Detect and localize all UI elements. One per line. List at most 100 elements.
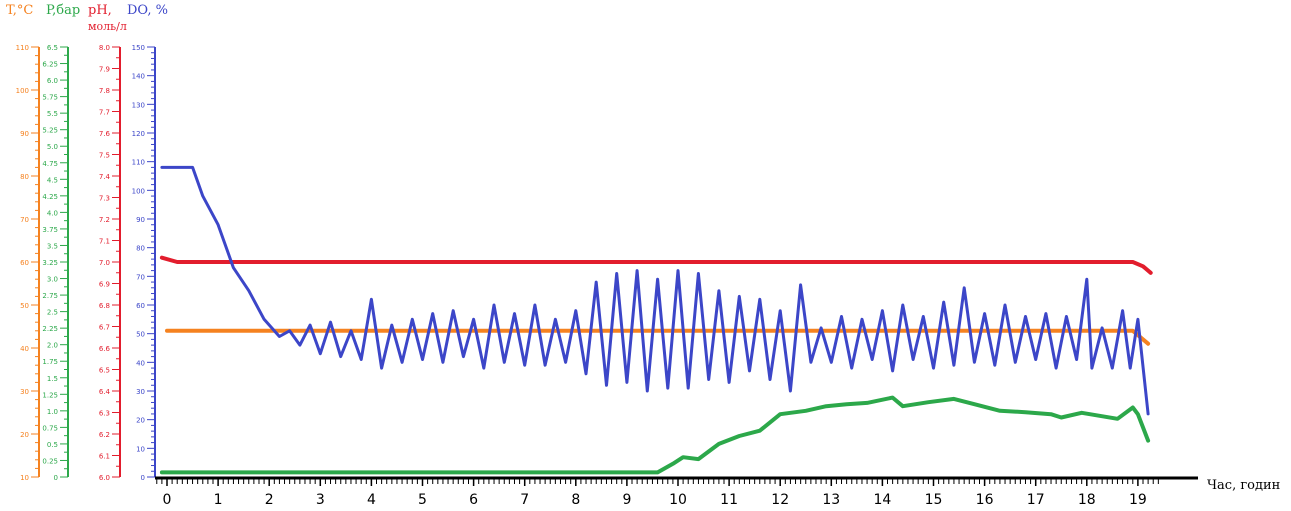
pressure-axis-title: P,бар — [46, 3, 81, 18]
ph-tick-label: 7.3 — [99, 195, 110, 203]
ph-tick-label: 7.7 — [99, 109, 110, 117]
dissolved_oxygen-tick-label: 10 — [136, 445, 145, 453]
dissolved_oxygen-tick-label: 40 — [136, 359, 145, 367]
x-tick-label: 11 — [720, 492, 738, 508]
pressure-tick-label: 6.5 — [47, 44, 58, 52]
x-tick-label: 6 — [469, 492, 478, 508]
pressure-tick-label: 4.0 — [47, 209, 58, 217]
ph-tick-label: 6.9 — [99, 281, 110, 289]
x-tick-label: 1 — [214, 492, 223, 508]
temperature-tick-label: 80 — [20, 173, 29, 181]
x-tick-label: 15 — [925, 492, 943, 508]
pressure-tick-label: 2.25 — [42, 325, 58, 333]
x-tick-label: 10 — [669, 492, 687, 508]
ph-axis-title: pH, — [88, 3, 112, 18]
x-tick-label: 14 — [873, 492, 891, 508]
ph-tick-label: 6.0 — [99, 474, 110, 482]
pressure-tick-label: 6.0 — [47, 77, 58, 85]
temperature-tick-label: 70 — [20, 216, 29, 224]
dissolved_oxygen-tick-label: 90 — [136, 216, 145, 224]
pressure-tick-label: 3.0 — [47, 276, 58, 284]
pressure-tick-label: 2.5 — [47, 309, 58, 317]
pressure-tick-label: 1.25 — [42, 391, 58, 399]
ph-tick-label: 7.6 — [99, 130, 111, 138]
x-axis-title: Час, годин — [1207, 478, 1280, 493]
x-tick-label: 8 — [571, 492, 580, 508]
x-tick-label: 16 — [976, 492, 994, 508]
ph-tick-label: 7.1 — [99, 238, 110, 246]
pressure-tick-label: 1.0 — [47, 408, 58, 416]
dissolved_oxygen-series-line — [160, 165, 1150, 416]
pressure-tick-label: 1.75 — [42, 358, 58, 366]
x-tick-label: 17 — [1027, 492, 1045, 508]
dissolved_oxygen-tick-label: 0 — [141, 474, 145, 482]
ph-series-line — [159, 255, 1153, 275]
pressure-tick-label: 3.75 — [42, 226, 58, 234]
ph-tick-label: 7.4 — [99, 173, 111, 181]
dissolved_oxygen-tick-label: 120 — [132, 130, 145, 138]
x-tick-label: 7 — [520, 492, 529, 508]
pressure-tick-label: 5.0 — [47, 143, 58, 151]
temperature-tick-label: 60 — [20, 259, 29, 267]
ph-tick-label: 6.6 — [99, 345, 111, 353]
pressure-tick-label: 4.5 — [47, 176, 58, 184]
pressure-tick-label: 0.75 — [42, 424, 58, 432]
dissolved_oxygen-tick-label: 80 — [136, 245, 145, 253]
dissolved_oxygen-tick-label: 50 — [136, 331, 145, 339]
x-tick-label: 2 — [265, 492, 274, 508]
do-axis-title: DO, % — [127, 3, 168, 18]
temperature-tick-label: 30 — [20, 388, 29, 396]
ph-axis-unit: моль/л — [88, 20, 127, 33]
ph-tick-label: 7.2 — [99, 216, 110, 224]
pressure-tick-label: 1.5 — [47, 375, 58, 383]
pressure-tick-label: 6.25 — [42, 61, 58, 69]
dissolved_oxygen-tick-label: 140 — [132, 73, 145, 81]
pressure-tick-label: 3.5 — [47, 242, 58, 250]
temperature-tick-label: 10 — [20, 474, 29, 482]
dissolved_oxygen-tick-label: 150 — [132, 44, 145, 52]
temperature-tick-label: 100 — [16, 87, 29, 95]
temperature-tick-label: 50 — [20, 302, 29, 310]
dissolved_oxygen-tick-label: 110 — [132, 159, 145, 167]
ph-tick-label: 7.8 — [99, 87, 110, 95]
x-tick-label: 18 — [1078, 492, 1096, 508]
x-tick-label: 0 — [163, 492, 172, 508]
pressure-tick-label: 5.5 — [47, 110, 58, 118]
temperature-tick-label: 90 — [20, 130, 29, 138]
temperature-tick-label: 110 — [16, 44, 29, 52]
ph-tick-label: 6.2 — [99, 431, 110, 439]
ph-tick-label: 6.7 — [99, 324, 110, 332]
ph-tick-label: 6.1 — [99, 453, 110, 461]
dissolved_oxygen-tick-label: 70 — [136, 273, 145, 281]
pressure-series-line — [159, 395, 1151, 475]
temperature-tick-label: 40 — [20, 345, 29, 353]
dissolved_oxygen-tick-label: 100 — [132, 187, 145, 195]
dissolved_oxygen-tick-label: 60 — [136, 302, 145, 310]
x-tick-label: 3 — [316, 492, 325, 508]
dissolved_oxygen-tick-label: 130 — [132, 101, 145, 109]
pressure-tick-label: 3.25 — [42, 259, 58, 267]
ph-tick-label: 6.8 — [99, 302, 110, 310]
temperature-tick-label: 20 — [20, 431, 29, 439]
x-tick-label: 19 — [1129, 492, 1147, 508]
x-tick-label: 4 — [367, 492, 376, 508]
dissolved_oxygen-tick-label: 20 — [136, 417, 145, 425]
pressure-tick-label: 0 — [54, 474, 58, 482]
ph-tick-label: 6.5 — [99, 367, 110, 375]
ph-tick-label: 7.5 — [99, 152, 110, 160]
x-tick-label: 13 — [822, 492, 840, 508]
pressure-tick-label: 2.75 — [42, 292, 58, 300]
pressure-tick-label: 5.75 — [42, 94, 58, 102]
pressure-tick-label: 0.5 — [47, 441, 58, 449]
dissolved_oxygen-tick-label: 30 — [136, 388, 145, 396]
ph-tick-label: 7.0 — [99, 259, 110, 267]
x-tick-label: 12 — [771, 492, 789, 508]
ph-tick-label: 8.0 — [99, 44, 110, 52]
x-tick-label: 9 — [622, 492, 631, 508]
ph-tick-label: 6.3 — [99, 410, 110, 418]
ph-tick-label: 6.4 — [99, 388, 111, 396]
temperature-axis-title: T,°C — [6, 3, 34, 18]
pressure-tick-label: 5.25 — [42, 127, 58, 135]
pressure-tick-label: 0.25 — [42, 457, 58, 465]
